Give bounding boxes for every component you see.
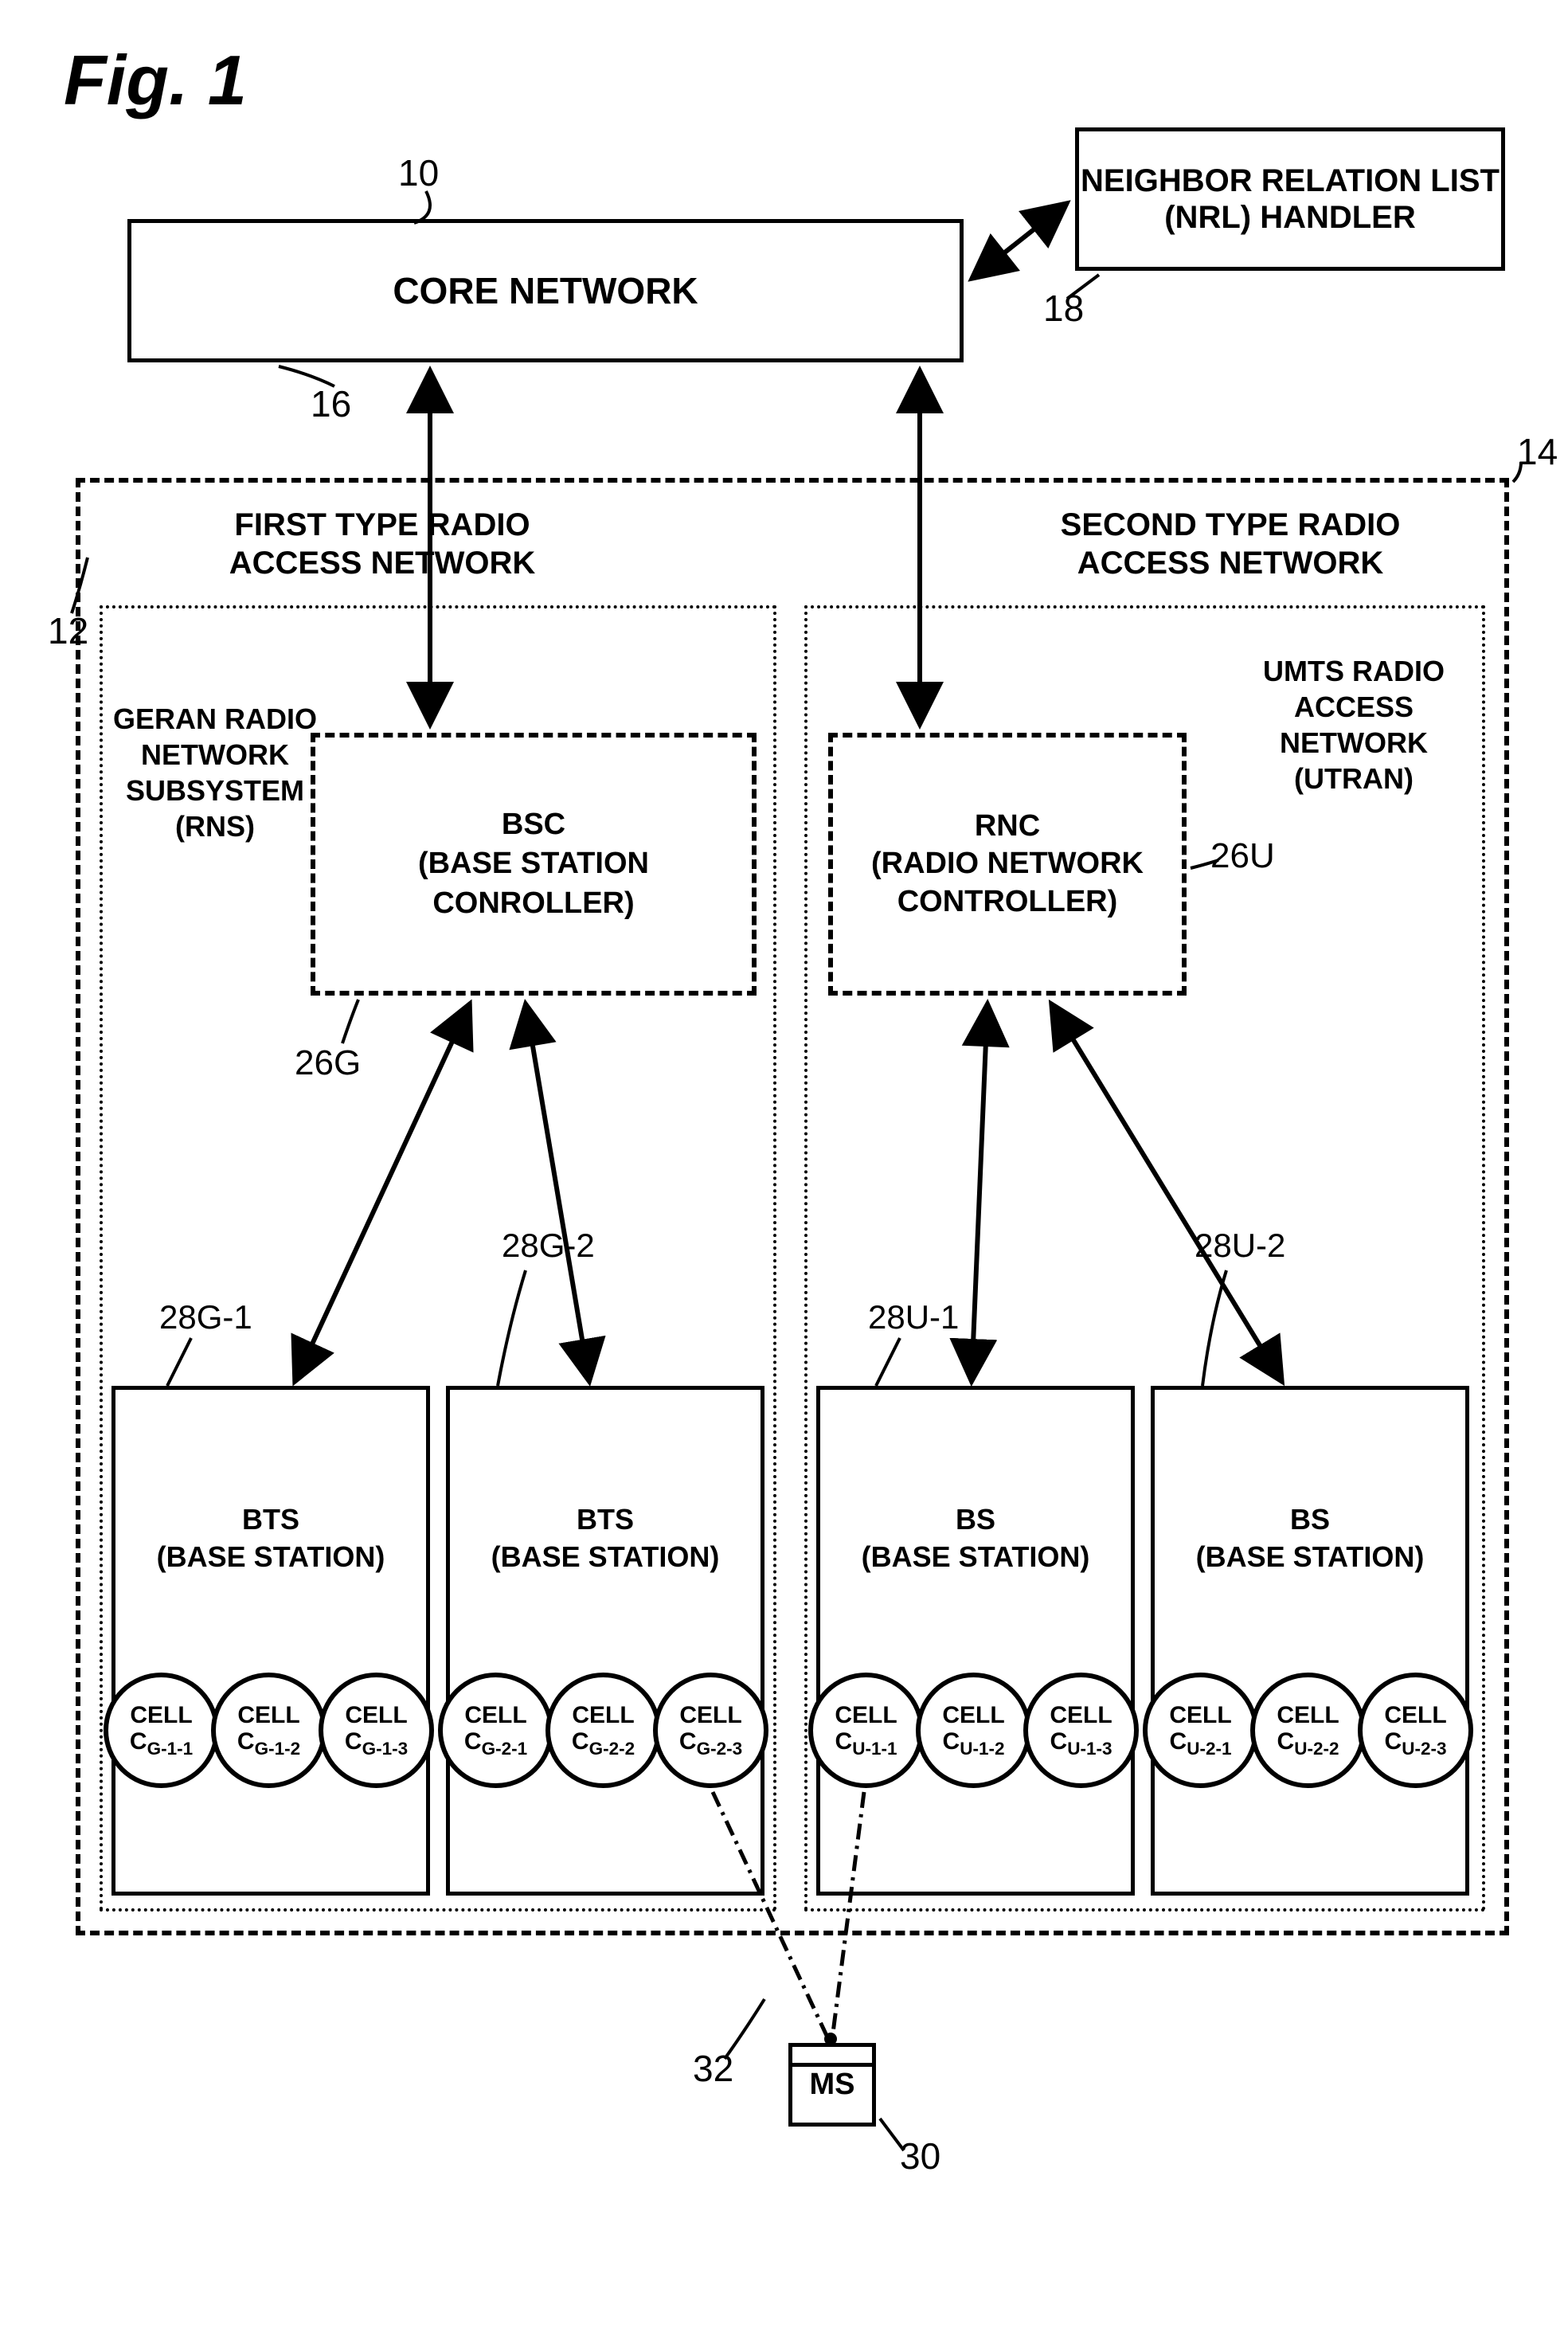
figure-title: Fig. 1	[64, 40, 247, 121]
bs-u-1-box: BS (BASE STATION)	[816, 1386, 1135, 1896]
bsc-l2: (BASE STATION CONROLLER)	[315, 844, 752, 923]
ms-label: MS	[810, 2068, 855, 2102]
first-ran-title: FIRST TYPE RADIO ACCESS NETWORK	[215, 506, 549, 582]
cell-g-1-3: CELL CG-1-3	[319, 1673, 434, 1788]
rnc-l2: (RADIO NETWORK	[871, 845, 1144, 883]
cell-g-1-2: CELL CG-1-2	[211, 1673, 327, 1788]
cell-g-2-1: CELL CG-2-1	[438, 1673, 553, 1788]
bts2-l2: (BASE STATION)	[491, 1540, 720, 1573]
ms-box: MS	[788, 2043, 876, 2127]
rnc-l1: RNC	[975, 808, 1040, 846]
core-network-box: CORE NETWORK	[127, 219, 964, 362]
nrl-handler-box: NEIGHBOR RELATION LIST (NRL) HANDLER	[1075, 127, 1505, 271]
gs-l4: (RNS)	[175, 810, 255, 843]
utran-subsystem-label: UMTS RADIO ACCESS NETWORK (UTRAN)	[1226, 653, 1481, 796]
ref-10: 10	[398, 151, 439, 194]
figure-title-text: Fig. 1	[64, 41, 247, 119]
bs-u-1-label: BS (BASE STATION)	[820, 1501, 1131, 1576]
ref-16: 16	[311, 382, 351, 425]
cell-g-1-1: CELL CG-1-1	[104, 1673, 219, 1788]
ref-32: 32	[693, 2047, 733, 2090]
bsu2-l1: BS	[1290, 1503, 1330, 1536]
fr-t2: ACCESS NETWORK	[229, 546, 535, 581]
rnc-box: RNC (RADIO NETWORK CONTROLLER)	[828, 733, 1187, 996]
bsc-box: BSC (BASE STATION CONROLLER)	[311, 733, 757, 996]
nrl-line2: (NRL) HANDLER	[1164, 199, 1416, 236]
ref-30: 30	[900, 2135, 940, 2178]
ref-26g: 26G	[295, 1043, 361, 1083]
cell-g-2-2: CELL CG-2-2	[545, 1673, 661, 1788]
ref-28u-2: 28U-2	[1195, 1227, 1285, 1265]
bts-2-label: BTS (BASE STATION)	[450, 1501, 761, 1576]
us-l1: UMTS RADIO	[1263, 655, 1445, 687]
cell-u-2-1: CELL CU-2-1	[1143, 1673, 1258, 1788]
ref-28g-1: 28G-1	[159, 1298, 252, 1336]
sr-t1: SECOND TYPE RADIO	[1061, 507, 1401, 542]
gs-l1: GERAN RADIO	[113, 702, 317, 735]
ref-12: 12	[48, 609, 88, 652]
bs-u-2-box: BS (BASE STATION)	[1151, 1386, 1469, 1896]
bsu1-l2: (BASE STATION)	[862, 1540, 1090, 1573]
bsc-l1: BSC	[502, 805, 565, 844]
us-l2: ACCESS NETWORK	[1280, 691, 1428, 759]
ref-26u: 26U	[1210, 836, 1275, 876]
gs-l3: SUBSYSTEM	[126, 774, 304, 807]
bts1-l2: (BASE STATION)	[157, 1540, 385, 1573]
cell-u-1-1: CELL CU-1-1	[808, 1673, 924, 1788]
ms-divider	[792, 2063, 872, 2067]
cell-u-1-2: CELL CU-1-2	[916, 1673, 1031, 1788]
bts-1-box: BTS (BASE STATION)	[111, 1386, 430, 1896]
cell-u-1-3: CELL CU-1-3	[1023, 1673, 1139, 1788]
us-l3: (UTRAN)	[1294, 762, 1414, 795]
rnc-l3: CONTROLLER)	[897, 883, 1118, 922]
gs-l2: NETWORK	[141, 738, 289, 771]
nrl-line1: NEIGHBOR RELATION LIST	[1081, 162, 1500, 199]
bsu2-l2: (BASE STATION)	[1196, 1540, 1425, 1573]
bts1-l1: BTS	[242, 1503, 299, 1536]
bsu1-l1: BS	[956, 1503, 995, 1536]
bts-1-label: BTS (BASE STATION)	[115, 1501, 426, 1576]
cell-u-2-2: CELL CU-2-2	[1250, 1673, 1366, 1788]
bts2-l1: BTS	[577, 1503, 634, 1536]
cell-g-2-3: CELL CG-2-3	[653, 1673, 768, 1788]
ref-14: 14	[1517, 430, 1558, 473]
sr-t2: ACCESS NETWORK	[1077, 546, 1383, 581]
bs-u-2-label: BS (BASE STATION)	[1155, 1501, 1465, 1576]
ref-28g-2: 28G-2	[502, 1227, 595, 1265]
geran-subsystem-label: GERAN RADIO NETWORK SUBSYSTEM (RNS)	[111, 701, 319, 844]
bts-2-box: BTS (BASE STATION)	[446, 1386, 764, 1896]
cell-u-2-3: CELL CU-2-3	[1358, 1673, 1473, 1788]
ref-28u-1: 28U-1	[868, 1298, 959, 1336]
diagram-canvas: Fig. 1 10 CORE NETWORK 16 NEIGHBOR RELAT…	[32, 32, 1536, 2308]
core-network-label: CORE NETWORK	[393, 269, 698, 312]
ref-18: 18	[1043, 287, 1084, 330]
fr-t1: FIRST TYPE RADIO	[234, 507, 530, 542]
second-ran-title: SECOND TYPE RADIO ACCESS NETWORK	[1059, 506, 1402, 582]
